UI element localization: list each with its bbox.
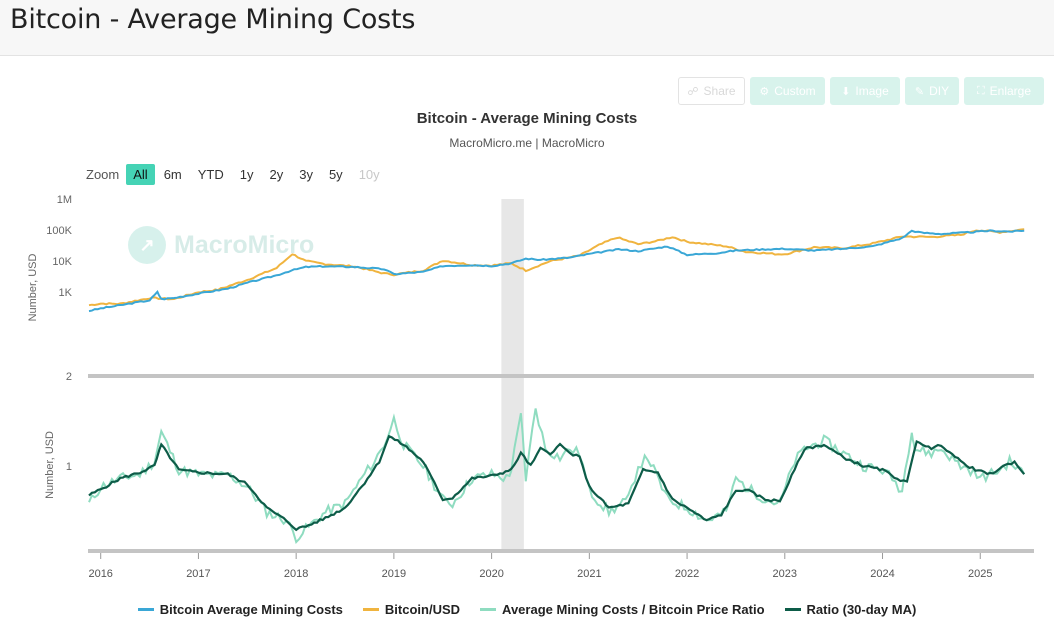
x-tick-label: 2017 bbox=[186, 568, 210, 580]
zoom-label: Zoom bbox=[86, 167, 120, 182]
y-tick-label-top: 100K bbox=[46, 225, 72, 237]
x-tick-label: 2018 bbox=[284, 568, 308, 580]
x-tick-label: 2022 bbox=[675, 568, 699, 580]
x-tick-label: 2024 bbox=[870, 568, 894, 580]
chart-canvas: 2 1K 10K 100K 1M Number, USD 1 Number, USD 2016 2… bbox=[27, 194, 1034, 580]
legend-swatch-ratio bbox=[480, 608, 497, 611]
zoom-ytd-button[interactable]: YTD bbox=[197, 167, 224, 182]
pencil-icon: ✎ bbox=[914, 85, 925, 98]
legend-item-ratio-ma[interactable]: Ratio (30-day MA) bbox=[784, 602, 917, 617]
x-tick-label: 2020 bbox=[479, 568, 503, 580]
series-line-bitcoin-usd bbox=[88, 228, 1025, 307]
zoom-10y-button: 10y bbox=[358, 167, 380, 182]
legend-label-bitcoin-usd: Bitcoin/USD bbox=[384, 602, 461, 617]
legend-label-mining-cost: Bitcoin Average Mining Costs bbox=[159, 602, 343, 617]
zoom-1y-button[interactable]: 1y bbox=[239, 167, 254, 182]
x-tick-label: 2025 bbox=[968, 568, 992, 580]
legend-swatch-mining-cost bbox=[137, 608, 154, 611]
zoom-3y-button[interactable]: 3y bbox=[299, 167, 313, 182]
enlarge-label: Enlarge bbox=[989, 84, 1032, 98]
expand-icon: ⛶ bbox=[976, 84, 985, 97]
enlarge-button[interactable]: ⛶ Enlarge bbox=[964, 77, 1044, 105]
page-header: Bitcoin - Average Mining Costs bbox=[0, 0, 1054, 56]
y-tick-label-top: 1K bbox=[59, 287, 73, 299]
x-tick-label: 2016 bbox=[88, 568, 112, 580]
legend-item-ratio[interactable]: Average Mining Costs / Bitcoin Price Rat… bbox=[480, 602, 765, 617]
legend-label-ratio: Average Mining Costs / Bitcoin Price Rat… bbox=[502, 602, 765, 617]
page-title: Bitcoin - Average Mining Costs bbox=[10, 4, 416, 35]
y-tick-label-top: 10K bbox=[52, 256, 72, 268]
share-button[interactable]: ☍ Share bbox=[678, 77, 745, 105]
y-tick-label-bottom: 1 bbox=[66, 461, 72, 473]
zoom-bar: Zoom All 6m YTD 1y 2y 3y 5y 10y bbox=[86, 164, 387, 185]
series-line-ratio-ma bbox=[88, 434, 1026, 532]
legend-item-mining-cost[interactable]: Bitcoin Average Mining Costs bbox=[137, 602, 343, 617]
watermark-text: MacroMicro bbox=[174, 230, 315, 259]
macromicro-logo-icon: ↗ bbox=[128, 226, 166, 264]
chart-toolbar: ☍ Share ⚙ Custom ⬇ Image ✎ DIY ⛶ Enlarge bbox=[678, 77, 1044, 105]
y-axis-label-bottom: Number, USD bbox=[44, 431, 56, 499]
zoom-all-button[interactable]: All bbox=[126, 164, 155, 185]
legend-label-ratio-ma: Ratio (30-day MA) bbox=[806, 602, 917, 617]
diy-label: DIY bbox=[929, 84, 950, 98]
custom-button[interactable]: ⚙ Custom bbox=[750, 77, 825, 105]
gear-icon: ⚙ bbox=[759, 85, 770, 98]
download-icon: ⬇ bbox=[841, 85, 851, 98]
series-line-mining-cost bbox=[88, 229, 1025, 313]
x-tick-label: 2023 bbox=[773, 568, 797, 580]
zoom-5y-button[interactable]: 5y bbox=[328, 167, 343, 182]
x-tick-label: 2019 bbox=[382, 568, 406, 580]
y-tick-label-top: 2 bbox=[66, 371, 72, 383]
watermark: ↗ MacroMicro bbox=[128, 226, 314, 264]
legend-item-bitcoin-usd[interactable]: Bitcoin/USD bbox=[362, 602, 461, 617]
chart-subtitle: MacroMicro.me | MacroMicro bbox=[449, 136, 605, 150]
y-axis-label-top: Number, USD bbox=[27, 254, 39, 322]
zoom-6m-button[interactable]: 6m bbox=[163, 167, 182, 182]
legend-swatch-ratio-ma bbox=[784, 608, 801, 611]
share-label: Share bbox=[703, 84, 736, 98]
image-label: Image bbox=[855, 84, 889, 98]
y-tick-label-top: 1M bbox=[57, 194, 72, 206]
image-button[interactable]: ⬇ Image bbox=[830, 77, 900, 105]
legend-swatch-bitcoin-usd bbox=[362, 608, 379, 611]
chart-legend: Bitcoin Average Mining Costs Bitcoin/USD… bbox=[0, 602, 1054, 617]
x-tick-label: 2021 bbox=[577, 568, 601, 580]
chart-title: Bitcoin - Average Mining Costs bbox=[416, 110, 638, 127]
diy-button[interactable]: ✎ DIY bbox=[905, 77, 959, 105]
zoom-2y-button[interactable]: 2y bbox=[269, 167, 284, 182]
custom-label: Custom bbox=[774, 84, 816, 98]
share-icon: ☍ bbox=[687, 85, 699, 98]
